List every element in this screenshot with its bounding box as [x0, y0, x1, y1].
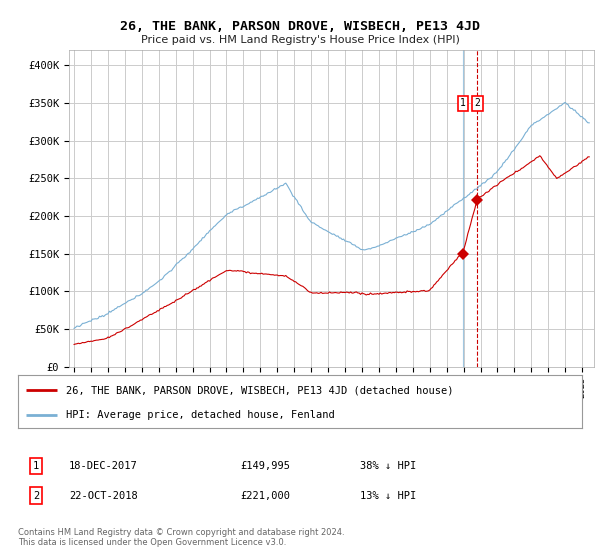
Text: 38% ↓ HPI: 38% ↓ HPI — [360, 461, 416, 471]
Text: 2: 2 — [33, 491, 39, 501]
Text: 26, THE BANK, PARSON DROVE, WISBECH, PE13 4JD: 26, THE BANK, PARSON DROVE, WISBECH, PE1… — [120, 20, 480, 32]
Text: HPI: Average price, detached house, Fenland: HPI: Average price, detached house, Fenl… — [66, 410, 335, 420]
Text: 1: 1 — [460, 98, 466, 108]
Text: Price paid vs. HM Land Registry's House Price Index (HPI): Price paid vs. HM Land Registry's House … — [140, 35, 460, 45]
Text: £149,995: £149,995 — [240, 461, 290, 471]
Text: 26, THE BANK, PARSON DROVE, WISBECH, PE13 4JD (detached house): 26, THE BANK, PARSON DROVE, WISBECH, PE1… — [66, 385, 454, 395]
Text: 13% ↓ HPI: 13% ↓ HPI — [360, 491, 416, 501]
Text: 1: 1 — [33, 461, 39, 471]
Text: 22-OCT-2018: 22-OCT-2018 — [69, 491, 138, 501]
Text: Contains HM Land Registry data © Crown copyright and database right 2024.
This d: Contains HM Land Registry data © Crown c… — [18, 528, 344, 547]
Text: £221,000: £221,000 — [240, 491, 290, 501]
Text: 18-DEC-2017: 18-DEC-2017 — [69, 461, 138, 471]
Text: 2: 2 — [475, 98, 480, 108]
